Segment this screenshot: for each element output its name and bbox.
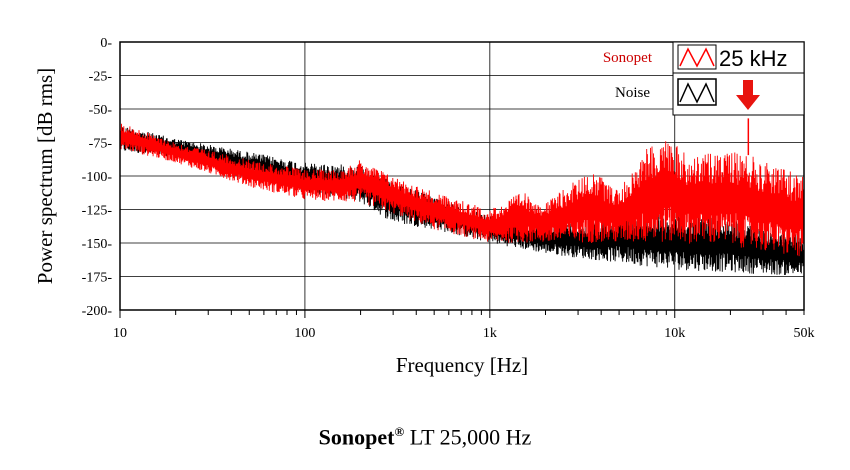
legend: Sonopet Noise 25 kHz <box>603 41 805 116</box>
x-tick-label: 1k <box>483 326 497 341</box>
legend-swatch-sonopet <box>677 44 717 70</box>
legend-label-sonopet: Sonopet <box>603 50 653 66</box>
x-tick-label: 50k <box>794 326 815 341</box>
arrow-icon <box>736 80 760 110</box>
annotation-label: 25 kHz <box>719 46 787 71</box>
y-tick-label: -200- <box>82 304 113 319</box>
caption-brand: Sonopet <box>318 424 395 450</box>
figure-caption: Sonopet® LT 25,000 Hz <box>0 424 850 450</box>
power-spectrum-chart: 0--25--50--75--100--125--150--175--200- … <box>33 36 815 377</box>
y-tick-label: 0- <box>100 36 112 51</box>
series-layer <box>119 118 805 276</box>
y-tick-label: -175- <box>82 271 113 286</box>
series-sonopet-trace <box>119 123 805 257</box>
y-tick-label: -75- <box>89 137 113 152</box>
x-tick-label: 10 <box>113 326 127 341</box>
x-tick-label: 100 <box>294 326 315 341</box>
y-tick-label: -25- <box>89 70 113 85</box>
registered-mark: ® <box>394 424 405 439</box>
plot-frame <box>119 41 805 311</box>
y-tick-label: -125- <box>82 204 113 219</box>
legend-swatch-noise <box>677 78 717 106</box>
legend-label-noise: Noise <box>615 85 650 101</box>
x-tick-label: 10k <box>664 326 685 341</box>
y-tick-label: -50- <box>89 103 113 118</box>
y-axis-title: Power spectrum [dB rms] <box>33 68 57 284</box>
y-axis-ticks: 0- -25- -50- -75- -100- -125- -150- -175- -200- <box>82 36 113 319</box>
caption-rest: LT 25,000 Hz <box>404 424 532 450</box>
y-tick-label: -100- <box>82 170 113 185</box>
y-tick-label: -150- <box>82 237 113 252</box>
x-axis-ticks: 10 100 1k 10k 50k <box>113 310 815 341</box>
x-axis-title: Frequency [Hz] <box>396 353 528 377</box>
